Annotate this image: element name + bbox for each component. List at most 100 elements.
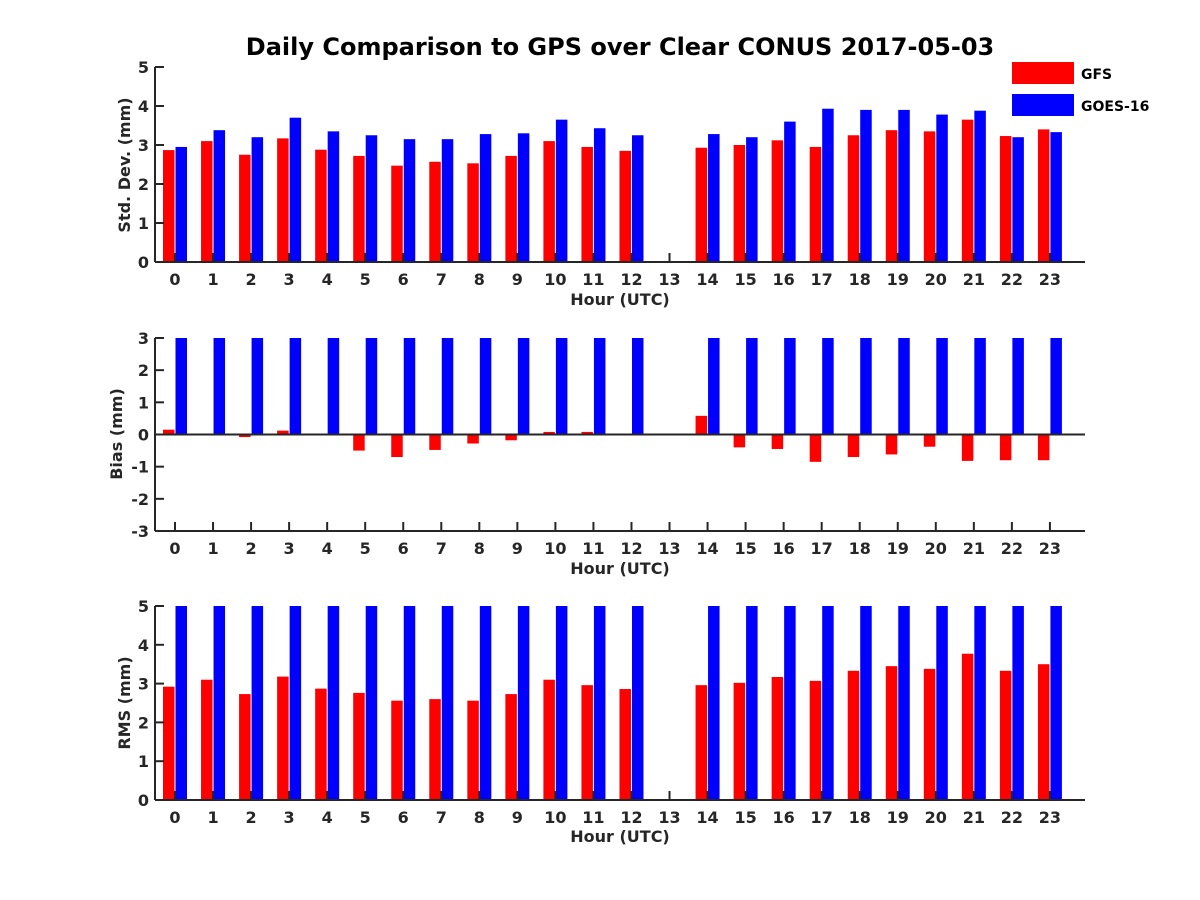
legend-label-gfs: GFS <box>1081 67 1112 83</box>
bias-bar-goes16-12 <box>631 338 644 435</box>
rms-bar-gfs-10 <box>543 679 555 800</box>
std-dev-xtick-label: 8 <box>474 270 485 289</box>
rms-bar-goes16-10 <box>555 606 568 800</box>
rms-bar-gfs-6 <box>391 700 403 800</box>
rms-bar-gfs-16 <box>771 677 784 800</box>
rms-bar-goes16-2 <box>251 606 264 800</box>
bias-bar-goes16-21 <box>974 338 986 435</box>
rms-bar-gfs-9 <box>505 694 517 800</box>
std-dev-xtick-label: 20 <box>925 270 947 289</box>
std-dev-bars <box>163 108 1062 263</box>
rms-ytick-label: 2 <box>138 713 149 732</box>
std-dev-bar-gfs-8 <box>467 163 479 262</box>
bias-bar-goes16-23 <box>1050 338 1062 435</box>
std-dev-bar-gfs-22 <box>999 136 1012 262</box>
std-dev-bar-goes16-16 <box>784 121 796 262</box>
std-dev-xtick-label: 14 <box>696 270 718 289</box>
rms-bar-gfs-7 <box>429 699 441 800</box>
std-dev-bar-gfs-4 <box>315 149 327 262</box>
rms-bar-goes16-17 <box>822 606 834 800</box>
bias-bar-goes16-3 <box>289 338 302 435</box>
bias-bar-gfs-6 <box>391 434 403 458</box>
rms-xtick-label: 6 <box>398 808 409 827</box>
rms-bar-goes16-0 <box>175 606 187 800</box>
std-dev-bar-goes16-20 <box>936 114 948 262</box>
std-dev-bar-goes16-1 <box>213 130 226 262</box>
std-dev-bar-gfs-0 <box>163 150 175 262</box>
bias-xtick-label: 7 <box>436 539 447 558</box>
rms-bar-goes16-8 <box>479 606 492 800</box>
rms-bar-goes16-19 <box>898 606 910 800</box>
rms-xtick-label: 4 <box>322 808 333 827</box>
std-dev-bar-goes16-11 <box>593 128 606 262</box>
std-dev-xtick-label: 23 <box>1039 270 1061 289</box>
bias-bar-gfs-21 <box>961 434 974 461</box>
bias-bar-gfs-2 <box>239 434 251 438</box>
bias-xtick-label: 9 <box>512 539 523 558</box>
bias-bar-gfs-11 <box>581 431 593 435</box>
bias-xtick-label: 17 <box>811 539 833 558</box>
bias-xtick-label: 0 <box>169 539 180 558</box>
std-dev-xtick-label: 10 <box>544 270 566 289</box>
figure-title: Daily Comparison to GPS over Clear CONUS… <box>246 33 994 61</box>
bias-bar-goes16-5 <box>365 338 378 435</box>
std-dev-bar-gfs-23 <box>1037 129 1050 262</box>
rms-bar-gfs-17 <box>809 680 822 800</box>
rms-xtick-label: 19 <box>887 808 909 827</box>
rms-bar-gfs-8 <box>467 700 479 800</box>
rms-xtick-label: 11 <box>582 808 604 827</box>
rms-bar-gfs-2 <box>239 694 251 800</box>
bias-bar-gfs-16 <box>771 434 784 449</box>
rms-bar-gfs-4 <box>315 688 327 800</box>
std-dev-bar-goes16-19 <box>898 109 910 263</box>
rms-ytick-label: 5 <box>138 597 149 616</box>
bias-bar-gfs-20 <box>923 434 936 447</box>
bias-bar-goes16-22 <box>1012 338 1024 435</box>
std-dev-bar-gfs-12 <box>619 150 631 262</box>
legend-swatch-goes16 <box>1012 94 1074 116</box>
rms-bar-goes16-20 <box>936 606 948 800</box>
bias-xtick-label: 12 <box>620 539 642 558</box>
bias-ytick-label: -1 <box>131 458 149 477</box>
bias-bar-gfs-3 <box>277 430 289 435</box>
bias-bar-goes16-18 <box>860 338 872 435</box>
rms-xtick-label: 2 <box>246 808 257 827</box>
rms-bar-goes16-23 <box>1050 606 1062 800</box>
rms-bar-goes16-7 <box>441 606 454 800</box>
std-dev-bar-gfs-11 <box>581 146 593 262</box>
std-dev-bar-gfs-5 <box>353 155 365 262</box>
rms-bar-gfs-15 <box>733 682 746 800</box>
std-dev-bar-gfs-7 <box>429 161 441 262</box>
bias-bar-goes16-8 <box>479 338 492 435</box>
rms-bar-gfs-3 <box>277 676 289 800</box>
rms-bar-goes16-11 <box>593 606 606 800</box>
rms-xtick-label: 22 <box>1001 808 1023 827</box>
bias-bar-gfs-9 <box>505 434 517 441</box>
bias-xtick-label: 15 <box>734 539 756 558</box>
std-dev-bar-gfs-3 <box>277 138 289 262</box>
std-dev-bar-goes16-7 <box>441 139 454 262</box>
std-dev-xtick-label: 0 <box>169 270 180 289</box>
bias-bar-gfs-8 <box>467 434 479 444</box>
bias-bar-gfs-22 <box>999 434 1012 461</box>
rms-bar-gfs-23 <box>1037 664 1050 800</box>
rms-xtick-label: 13 <box>658 808 680 827</box>
rms-xtick-label: 23 <box>1039 808 1061 827</box>
bias-bar-goes16-11 <box>593 338 606 435</box>
bias-bar-gfs-19 <box>885 434 898 455</box>
rms-xtick-label: 7 <box>436 808 447 827</box>
bias-xtick-label: 16 <box>773 539 795 558</box>
rms-bar-gfs-1 <box>201 679 213 800</box>
std-dev-ytick-label: 4 <box>138 97 149 116</box>
std-dev-xtick-label: 11 <box>582 270 604 289</box>
std-dev-bar-gfs-20 <box>923 131 936 262</box>
std-dev-bar-gfs-9 <box>505 155 517 262</box>
rms-bar-goes16-22 <box>1012 606 1024 800</box>
rms-xtick-label: 10 <box>544 808 566 827</box>
std-dev-bar-goes16-8 <box>479 134 492 262</box>
bias-xtick-label: 6 <box>398 539 409 558</box>
std-dev-xtick-label: 17 <box>811 270 833 289</box>
std-dev-xtick-label: 6 <box>398 270 409 289</box>
std-dev-bar-goes16-10 <box>555 119 568 263</box>
